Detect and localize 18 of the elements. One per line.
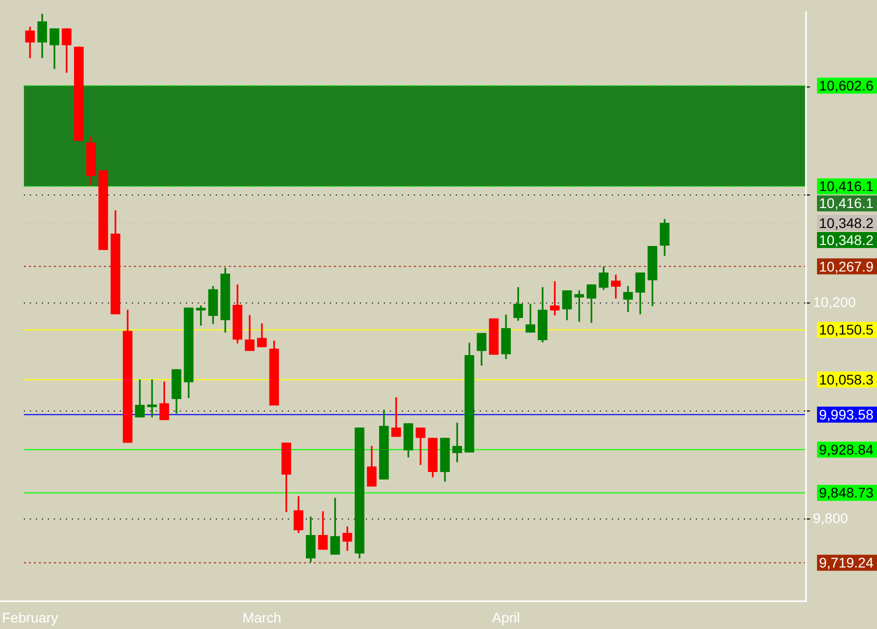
x-tick-label: April <box>492 609 520 626</box>
y-tick-label: 9,800 <box>813 510 848 526</box>
ref-line-label: 10,150.5 <box>819 322 874 338</box>
y-tick-label: 10,200 <box>813 294 856 310</box>
x-tick-label: February <box>2 609 58 626</box>
text: 10,348.2 <box>819 232 874 248</box>
ref-line-label: 9,848.73 <box>819 484 874 501</box>
x-tick-label: March <box>242 609 282 626</box>
text: 10,416.1 <box>819 195 874 212</box>
candlestick <box>147 379 157 418</box>
ref-line-label: 10,058.3 <box>819 372 874 388</box>
ref-line-label: 10,267.9 <box>819 258 874 274</box>
ref-line-label: 10,416.1 <box>819 178 874 194</box>
ref-line-label: 9,993.58 <box>819 406 874 422</box>
ref-line-label: 9,719.24 <box>819 554 874 571</box>
ref-line-label: 10,602.6 <box>819 77 874 94</box>
ref-line-label: 9,928.84 <box>819 441 874 458</box>
ref-line-label: 10,348.2 <box>819 214 874 231</box>
